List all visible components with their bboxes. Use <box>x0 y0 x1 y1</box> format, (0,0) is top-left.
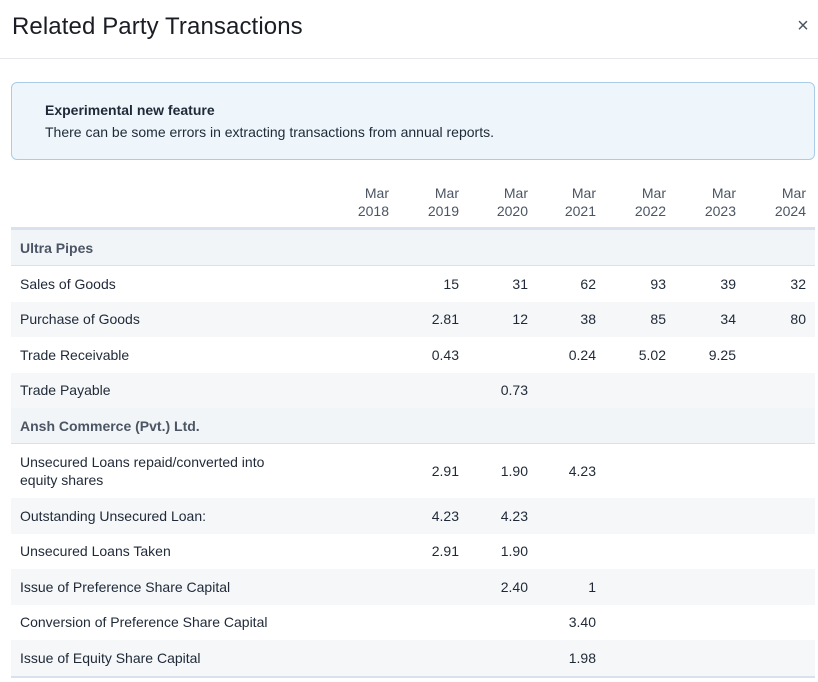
table-cell: 12 <box>512 311 528 328</box>
table-cell: 2.91 <box>431 463 459 479</box>
table-cell: 2.81 <box>431 311 459 328</box>
table-cell: 0.73 <box>500 382 528 399</box>
row-label: Unsecured Loans Taken <box>20 543 171 560</box>
table-cell: 39 <box>720 275 736 292</box>
table-cell: 85 <box>650 311 666 328</box>
column-header-3: Mar 2021 <box>536 184 596 220</box>
section-label: Ansh Commerce (Pvt.) Ltd. <box>20 417 200 434</box>
section-row: Ultra Pipes <box>11 230 815 266</box>
table-cell: 4.23 <box>568 463 596 479</box>
column-month: Mar <box>571 185 596 201</box>
row-label: Outstanding Unsecured Loan: <box>20 507 207 524</box>
table-cell: 1.90 <box>500 463 528 479</box>
table-cell: 1.98 <box>568 649 596 666</box>
table-cell: 4.23 <box>500 507 528 524</box>
table-cell: 5.02 <box>638 346 666 363</box>
table-cell: 9.25 <box>708 346 736 363</box>
modal-title: Related Party Transactions <box>12 13 303 40</box>
table-cell: 34 <box>720 311 736 328</box>
column-month: Mar <box>711 185 736 201</box>
row-label: Issue of Preference Share Capital <box>20 578 231 595</box>
column-month: Mar <box>641 185 666 201</box>
table-row: Sales of Goods 15 31 62 93 39 32 <box>11 266 815 302</box>
row-label: Issue of Equity Share Capital <box>20 649 201 666</box>
table-cell: 4.23 <box>431 507 459 524</box>
table-cell: 15 <box>443 275 459 292</box>
column-year: 2018 <box>357 203 389 219</box>
table-row: Unsecured Loans repaid/converted into eq… <box>11 444 815 498</box>
column-year: 2020 <box>496 203 528 219</box>
notice-title: Experimental new feature <box>45 102 215 118</box>
table-row: Trade Payable 0.73 <box>11 372 815 408</box>
column-header-6: Mar 2024 <box>746 184 806 220</box>
row-label: Sales of Goods <box>20 275 116 292</box>
row-label: Conversion of Preference Share Capital <box>20 614 268 631</box>
experimental-notice: Experimental new feature There can be so… <box>11 82 815 160</box>
table-row: Trade Receivable 0.43 0.24 5.02 9.25 <box>11 337 815 373</box>
table-cell: 62 <box>580 275 596 292</box>
table-row: Issue of Preference Share Capital 2.40 1 <box>11 569 815 605</box>
close-icon[interactable]: × <box>797 15 809 37</box>
column-header-5: Mar 2023 <box>676 184 736 220</box>
table-cell: 32 <box>790 275 806 292</box>
column-month: Mar <box>364 185 389 201</box>
table-cell: 0.24 <box>568 346 596 363</box>
column-month: Mar <box>503 185 528 201</box>
table-cell: 1 <box>588 578 596 595</box>
table-row: Purchase of Goods 2.81 12 38 85 34 80 <box>11 301 815 337</box>
table-body: Ultra Pipes Sales of Goods 15 31 62 93 39 32 Pur… <box>11 230 815 676</box>
table-cell: 3.40 <box>568 614 596 631</box>
table-cell: 0.43 <box>431 346 459 363</box>
table-bottom-border <box>11 675 815 678</box>
column-month: Mar <box>781 185 806 201</box>
table-row: Unsecured Loans Taken 2.91 1.90 <box>11 534 815 570</box>
column-header-1: Mar 2019 <box>399 184 459 220</box>
section-label: Ultra Pipes <box>20 239 94 256</box>
table-cell: 38 <box>580 311 596 328</box>
row-label: Trade Receivable <box>20 346 130 363</box>
table-cell: 31 <box>512 275 528 292</box>
table-row: Issue of Equity Share Capital 1.98 <box>11 640 815 676</box>
column-year: 2019 <box>427 203 459 219</box>
column-header-2: Mar 2020 <box>468 184 528 220</box>
row-label: Unsecured Loans repaid/converted into eq… <box>20 454 265 488</box>
column-header-0: Mar 2018 <box>329 184 389 220</box>
row-label: Purchase of Goods <box>20 311 140 328</box>
column-year: 2023 <box>704 203 736 219</box>
table-cell: 1.90 <box>500 543 528 560</box>
table-header: Mar 2018 Mar 2019 Mar 2020 Mar 2021 Mar 2022 Mar 20… <box>11 176 815 230</box>
table-cell: 2.40 <box>500 578 528 595</box>
table-cell: 2.91 <box>431 543 459 560</box>
section-row: Ansh Commerce (Pvt.) Ltd. <box>11 408 815 444</box>
notice-text: There can be some errors in extracting t… <box>45 124 494 140</box>
column-month: Mar <box>434 185 459 201</box>
column-year: 2024 <box>774 203 806 219</box>
table-cell: 93 <box>650 275 666 292</box>
column-year: 2021 <box>564 203 596 219</box>
column-year: 2022 <box>634 203 666 219</box>
row-label: Trade Payable <box>20 382 111 399</box>
table-cell: 80 <box>790 311 806 328</box>
table-row: Outstanding Unsecured Loan: 4.23 4.23 <box>11 498 815 534</box>
related-party-table: Mar 2018 Mar 2019 Mar 2020 Mar 2021 Mar 2022 Mar 20… <box>11 176 815 678</box>
table-row: Conversion of Preference Share Capital 3.… <box>11 605 815 641</box>
column-header-4: Mar 2022 <box>606 184 666 220</box>
modal-header: Related Party Transactions × <box>0 0 818 59</box>
